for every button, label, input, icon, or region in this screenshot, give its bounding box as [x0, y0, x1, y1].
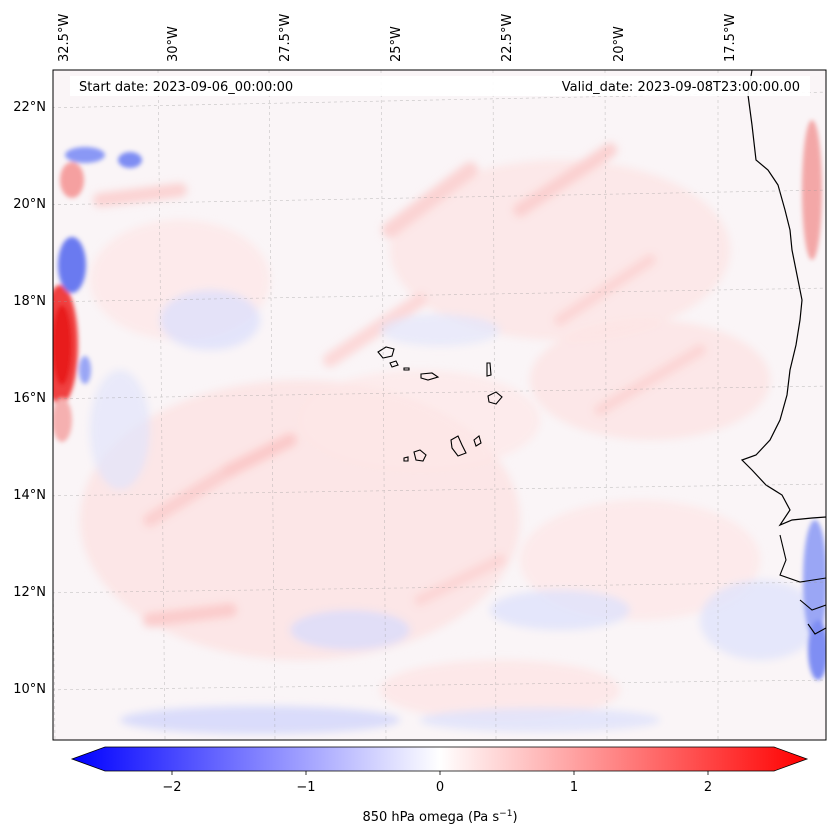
- colorbar-tick-label: −2: [162, 780, 181, 795]
- map-frame: [52, 69, 827, 741]
- colorbar-bar: [70, 746, 809, 772]
- colorbar-label: 850 hPa omega (Pa s−1): [362, 809, 517, 825]
- colorbar-tick-label: 0: [436, 780, 444, 795]
- colorbar-label-sup: −1: [499, 809, 512, 819]
- omega-field: [53, 70, 826, 740]
- lat-label-16n: 16°N: [13, 391, 46, 406]
- lon-label-27-5w: 27.5°W: [278, 14, 293, 62]
- lon-label-32-5w: 32.5°W: [57, 14, 72, 62]
- latitude-labels: 22°N 20°N 18°N 16°N 14°N 12°N 10°N: [13, 100, 46, 697]
- colorbar-tick-label: 2: [704, 780, 712, 795]
- colorbar-label-main: 850 hPa omega (Pa s: [362, 810, 499, 825]
- coastline-africa: [740, 70, 826, 527]
- start-date-label: Start date: 2023-09-06_00:00:00: [79, 80, 293, 95]
- lat-label-20n: 20°N: [13, 197, 46, 212]
- lat-label-18n: 18°N: [13, 294, 46, 309]
- lon-label-17-5w: 17.5°W: [723, 14, 738, 62]
- cape-verde-islands: [377, 346, 503, 462]
- lat-label-12n: 12°N: [13, 585, 46, 600]
- lat-label-22n: 22°N: [13, 100, 46, 115]
- colorbar-label-close: ): [512, 810, 517, 825]
- graticule: [53, 70, 826, 740]
- lat-label-14n: 14°N: [13, 488, 46, 503]
- lon-label-25w: 25°W: [389, 26, 404, 62]
- lat-label-10n: 10°N: [13, 682, 46, 697]
- valid-date-label: Valid_date: 2023-09-08T23:00:00.00: [562, 80, 800, 95]
- colorbar-tick-label: −1: [296, 780, 315, 795]
- colorbar-tick-label: 1: [570, 780, 578, 795]
- lon-label-22-5w: 22.5°W: [500, 14, 515, 62]
- lon-label-20w: 20°W: [612, 26, 627, 62]
- lon-label-30w: 30°W: [166, 26, 181, 62]
- colorbar: −2 −1 0 1 2 850 hPa omega (Pa s−1): [70, 746, 809, 825]
- longitude-labels: 32.5°W 30°W 27.5°W 25°W 22.5°W 20°W 17.5…: [57, 14, 738, 62]
